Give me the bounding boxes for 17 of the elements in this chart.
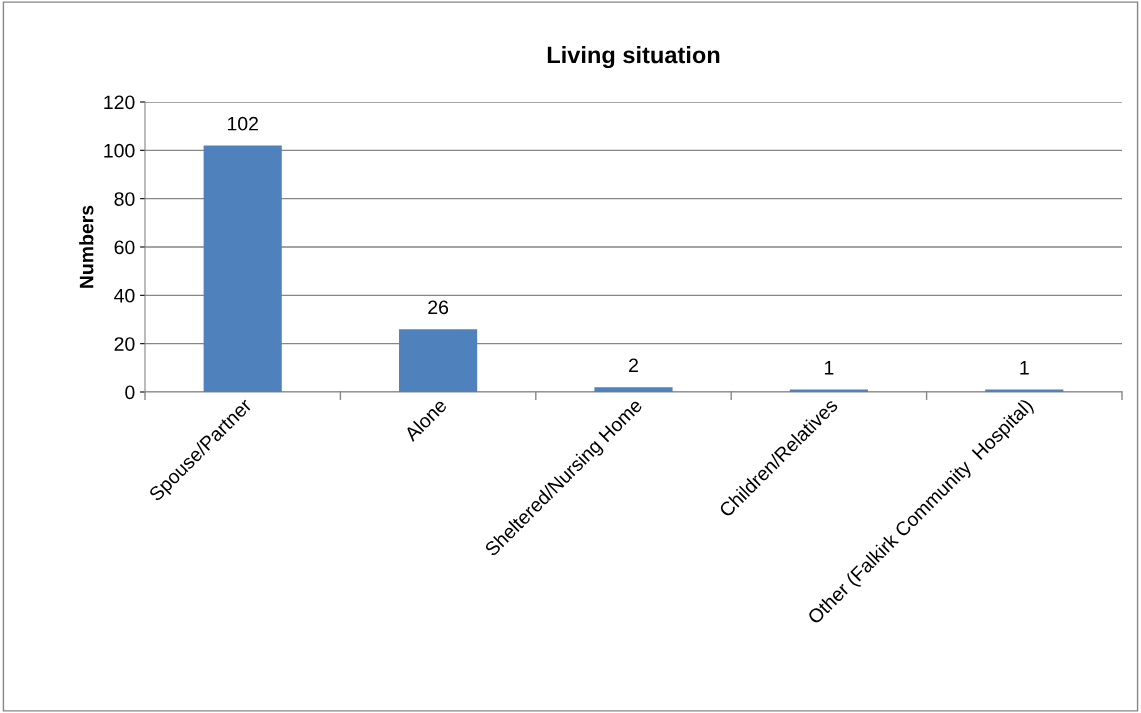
bar	[203, 145, 282, 392]
y-tick-label: 40	[114, 288, 135, 303]
y-tick-label: 80	[114, 192, 135, 206]
data-label: 2	[629, 358, 638, 373]
chart-title: Living situation	[547, 46, 720, 69]
bar	[399, 329, 478, 392]
bar	[594, 387, 673, 392]
y-tick-label: 0	[125, 385, 135, 400]
data-label: 102	[227, 116, 258, 131]
y-tick-label: 60	[114, 240, 135, 255]
data-label: 26	[428, 300, 449, 315]
y-tick-label: 100	[104, 143, 135, 158]
y-axis-title: Numbers	[79, 205, 94, 288]
y-tick-label: 20	[114, 337, 135, 351]
y-tick-label: 120	[104, 95, 135, 110]
data-label: 1	[1020, 361, 1029, 375]
data-label: 1	[824, 361, 834, 375]
